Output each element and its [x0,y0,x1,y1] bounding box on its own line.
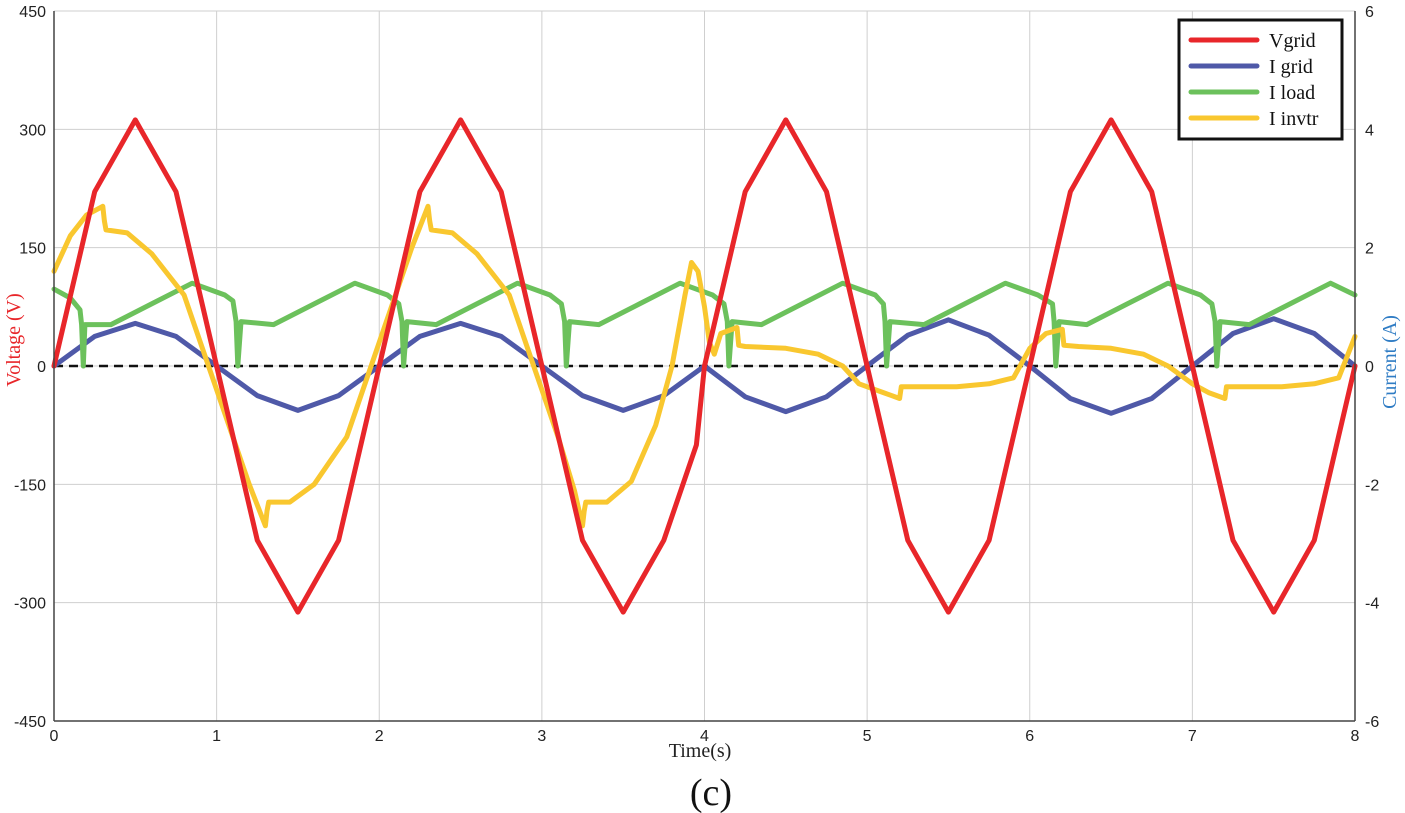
x-tick-label: 8 [1351,728,1360,745]
legend-label-i-grid: I grid [1269,56,1313,78]
x-tick-label: 0 [50,728,59,745]
legend-label-i-invtr: I invtr [1269,108,1319,130]
panel-label: (c) [690,772,732,813]
x-tick-label: 6 [1025,728,1034,745]
x-tick-label: 3 [537,728,546,745]
y-right-tick-label: -6 [1365,714,1379,731]
y-right-tick-label: 6 [1365,4,1374,21]
y-left-tick-label: 150 [19,241,46,258]
y-left-tick-label: 300 [19,122,46,139]
x-tick-label: 4 [700,728,709,745]
x-tick-label: 2 [375,728,384,745]
y-left-tick-label: -150 [14,477,46,494]
legend-label-i-load: I load [1269,82,1315,104]
series-line-i-invtr [51,203,1358,529]
y-left-tick-label: 450 [19,4,46,21]
series-layer [51,117,1358,615]
y-right-tick-label: 2 [1365,241,1374,258]
series-line-i-load [51,280,1358,369]
legend: Vgrid I grid I load I invtr [1177,18,1344,141]
y-left-tick-label: -300 [14,596,46,613]
axis-layer [53,11,1356,722]
x-tick-label: 5 [863,728,872,745]
tick-label-layer: 0 1 2 3 4 5 6 7 8 450 300 150 0 -150 -300 -450 6 4 2 0 -2 -4 -… [14,4,1379,745]
x-tick-label: 7 [1188,728,1197,745]
legend-label-vgrid: Vgrid [1269,30,1316,52]
y-axis-left-title: Voltage (V) [3,293,25,387]
x-axis-title: Time(s) [669,740,732,762]
series-line-vgrid [51,117,1358,615]
y-right-tick-label: -2 [1365,477,1379,494]
y-right-tick-label: 4 [1365,122,1374,139]
x-tick-label: 1 [212,728,221,745]
y-left-tick-label: 0 [37,359,46,376]
y-axis-right-title: Current (A) [1379,315,1401,409]
y-right-tick-label: 0 [1365,359,1374,376]
y-right-tick-label: -4 [1365,596,1379,613]
y-left-tick-label: -450 [14,714,46,731]
